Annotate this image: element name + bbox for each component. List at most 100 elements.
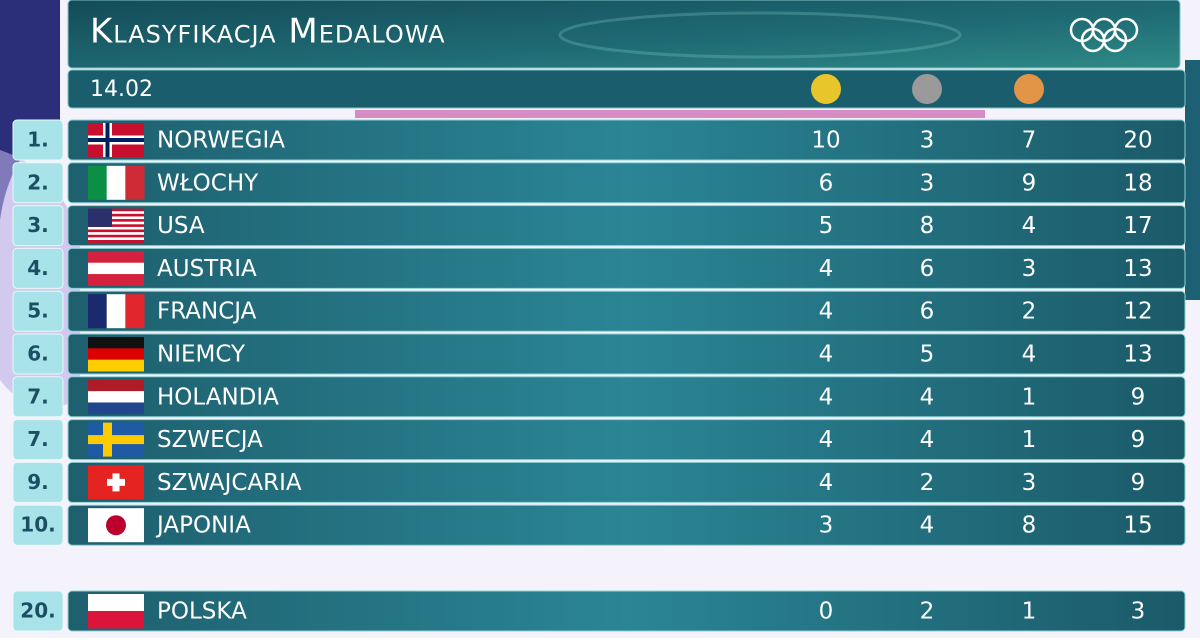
flag-part (88, 391, 144, 403)
total-count: 9 (1131, 470, 1146, 496)
flag-part (88, 294, 108, 329)
rank-box (12, 290, 64, 332)
country: AUSTRIA (157, 256, 257, 282)
total-count: 17 (1123, 213, 1152, 239)
country: SZWECJA (157, 427, 263, 453)
gold-count: 4 (819, 427, 834, 453)
flag-part (88, 239, 144, 243)
rank: 2. (27, 170, 49, 194)
rank: 9. (27, 470, 49, 494)
bronze-count: 2 (1022, 299, 1037, 325)
bronze-medal-icon (1014, 74, 1044, 104)
gold-count: 4 (819, 384, 834, 410)
flag (88, 294, 145, 329)
bronze-count: 7 (1022, 128, 1037, 154)
flag-part (88, 221, 144, 225)
bronze-count: 8 (1022, 513, 1037, 539)
flag-part (88, 402, 144, 415)
flag-part (88, 208, 112, 227)
row-bar (67, 461, 1186, 503)
gold-count: 6 (819, 170, 834, 196)
silver-count: 5 (920, 342, 935, 368)
silver-count: 6 (920, 299, 935, 325)
gold-medal-icon (811, 74, 841, 104)
row-bar (67, 590, 1186, 632)
flag-part (106, 165, 126, 200)
gold-count: 4 (819, 342, 834, 368)
country: FRANCJA (157, 299, 257, 325)
rank-box (12, 205, 64, 247)
bronze-count: 4 (1022, 342, 1037, 368)
row-bar (67, 376, 1186, 418)
silver-count: 4 (920, 427, 935, 453)
country: HOLANDIA (157, 384, 279, 410)
title: Klasyfikacja Medalowa (90, 12, 446, 52)
country: JAPONIA (155, 513, 251, 539)
flag (88, 594, 144, 629)
row-bar (67, 119, 1186, 161)
flag-part (88, 237, 144, 241)
title-bar (67, 0, 1181, 69)
flag-part (106, 515, 126, 536)
row-bar (67, 247, 1186, 289)
country: NORWEGIA (157, 128, 285, 154)
total-count: 3 (1131, 599, 1146, 625)
country: NIEMCY (157, 342, 246, 368)
decor (1185, 60, 1200, 300)
flag-part (88, 211, 144, 215)
rank: 5. (27, 299, 49, 323)
silver-medal-icon (912, 74, 942, 104)
rank-box (12, 162, 64, 204)
gold-count: 4 (819, 256, 834, 282)
olympic-rings (1069, 17, 1139, 53)
flag-part (88, 234, 144, 238)
flag (88, 422, 144, 457)
silver-count: 6 (920, 256, 935, 282)
flag-part (106, 294, 126, 329)
flag-part (125, 294, 145, 329)
row-bar (67, 504, 1186, 546)
flag (88, 251, 144, 286)
rank: 3. (27, 213, 49, 237)
rank-box (12, 590, 64, 632)
flag-part (88, 138, 144, 142)
decor (355, 110, 985, 118)
date: 14.02 (90, 77, 153, 102)
flag-part (88, 165, 108, 200)
row-bar (67, 333, 1186, 375)
flag (88, 508, 144, 543)
flag-part (88, 435, 144, 445)
country: POLSKA (157, 599, 247, 625)
rank-box (12, 247, 64, 289)
row-bar (67, 162, 1186, 204)
rank-box (12, 419, 64, 461)
silver-count: 3 (920, 128, 935, 154)
flag-part (107, 478, 125, 486)
total-count: 20 (1123, 128, 1152, 154)
flag-part (88, 216, 144, 220)
rows: 1. NORWEGIA 10 3 7 202. WŁOCHY 6 3 9 183. USA 5 8 4 174… (12, 119, 1186, 632)
silver-count: 4 (920, 384, 935, 410)
flag-part (88, 219, 144, 222)
country: SZWAJCARIA (157, 470, 302, 496)
flag-part (88, 232, 144, 236)
bronze-count: 9 (1022, 170, 1037, 196)
row-bar (67, 290, 1186, 332)
total-count: 13 (1123, 342, 1152, 368)
flag-part (88, 251, 144, 264)
bronze-count: 1 (1022, 384, 1037, 410)
bronze-count: 1 (1022, 427, 1037, 453)
rank: 7. (27, 384, 49, 408)
flag-part (88, 226, 144, 230)
flag-part (125, 165, 145, 200)
flag (88, 208, 144, 243)
flag (88, 379, 144, 415)
rank-box (12, 376, 64, 418)
flag (88, 165, 145, 200)
total-count: 9 (1131, 427, 1146, 453)
silver-count: 3 (920, 170, 935, 196)
rank-box (12, 461, 64, 503)
bronze-count: 3 (1022, 256, 1037, 282)
country: WŁOCHY (157, 170, 259, 196)
